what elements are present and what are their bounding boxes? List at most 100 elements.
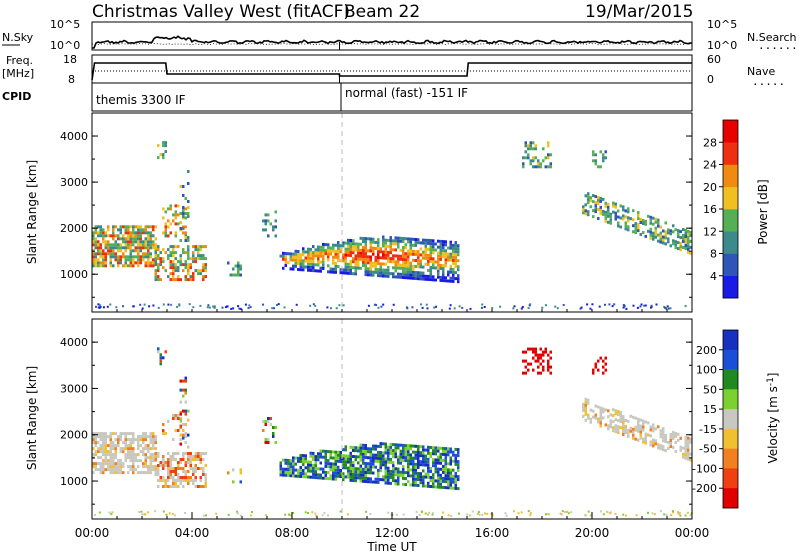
scatter-cell bbox=[437, 446, 440, 450]
scatter-cell bbox=[184, 464, 187, 467]
scatter-cell bbox=[674, 243, 677, 247]
scatter-cell bbox=[352, 470, 355, 473]
scatter-cell bbox=[99, 225, 102, 229]
scatter-cell bbox=[364, 237, 367, 241]
scatter-cell bbox=[172, 213, 175, 217]
scatter-cell bbox=[179, 458, 182, 461]
scatter-cell bbox=[419, 253, 422, 257]
scatter-cell bbox=[542, 365, 545, 369]
scatter-cell bbox=[182, 227, 185, 230]
scatter-cell bbox=[422, 274, 425, 278]
scatter-cell bbox=[147, 255, 150, 259]
scatter-cell bbox=[689, 458, 692, 462]
scatter-cell bbox=[547, 513, 550, 516]
scatter-cell bbox=[169, 251, 172, 255]
scatter-cell bbox=[452, 474, 455, 478]
scatter-cell bbox=[513, 305, 516, 308]
scatter-cell bbox=[187, 455, 190, 458]
scatter-cell bbox=[389, 451, 392, 455]
colorbar-segment bbox=[723, 330, 738, 351]
scatter-cell bbox=[272, 225, 275, 229]
scatter-cell bbox=[274, 441, 277, 444]
scatter-cell bbox=[632, 436, 635, 440]
scatter-cell bbox=[132, 264, 135, 268]
scatter-cell bbox=[407, 480, 410, 484]
scatter-cell bbox=[549, 350, 552, 354]
scatter-cell bbox=[524, 365, 527, 369]
scatter-cell bbox=[202, 278, 205, 282]
scatter-cell bbox=[184, 260, 187, 264]
scatter-cell bbox=[264, 222, 267, 226]
scatter-cell bbox=[387, 238, 390, 242]
scatter-cell bbox=[182, 429, 185, 432]
scatter-cell bbox=[539, 162, 542, 166]
scatter-cell bbox=[357, 257, 360, 261]
scatter-cell bbox=[379, 256, 382, 260]
scatter-cell bbox=[119, 228, 122, 232]
scatter-cell bbox=[429, 275, 432, 279]
scatter-cell bbox=[169, 278, 172, 282]
scatter-cell bbox=[399, 266, 402, 270]
colorbar-tick-label: -50 bbox=[699, 443, 717, 456]
scatter-cell bbox=[359, 452, 362, 456]
scatter-cell bbox=[347, 472, 350, 476]
scatter-cell bbox=[157, 254, 160, 258]
scatter-cell bbox=[332, 456, 335, 460]
scatter-cell bbox=[342, 271, 345, 275]
colorbar-tick-label: 28 bbox=[703, 136, 717, 149]
scatter-cell bbox=[387, 259, 390, 263]
scatter-cell bbox=[367, 477, 370, 481]
scatter-cell bbox=[174, 251, 177, 255]
scatter-cell bbox=[549, 356, 552, 360]
scatter-cell bbox=[262, 219, 265, 223]
scatter-cell bbox=[97, 243, 100, 247]
scatter-cell bbox=[627, 434, 630, 438]
scatter-cell bbox=[402, 482, 405, 486]
scatter-cell bbox=[172, 458, 175, 461]
scatter-cell bbox=[239, 471, 242, 475]
scatter-cell bbox=[457, 265, 460, 269]
scatter-cell bbox=[547, 365, 550, 369]
scatter-cell bbox=[127, 432, 130, 436]
scatter-cell bbox=[169, 272, 172, 276]
scatter-cell bbox=[112, 447, 115, 451]
scatter-cell bbox=[194, 467, 197, 470]
scatter-cell bbox=[377, 471, 380, 475]
scatter-cell bbox=[127, 471, 130, 475]
scatter-cell bbox=[379, 442, 382, 446]
scatter-cell bbox=[627, 428, 630, 432]
freq-panel: Freq. [MHz] 18 8 60 0 Nave ..... bbox=[2, 53, 785, 88]
scatter-cell bbox=[119, 471, 122, 475]
scatter-cell bbox=[107, 465, 110, 469]
scatter-cell bbox=[94, 261, 97, 265]
scatter-cell bbox=[292, 471, 295, 475]
scatter-cell bbox=[176, 305, 179, 308]
scatter-cell bbox=[124, 438, 127, 442]
scatter-cell bbox=[651, 512, 654, 515]
scatter-cell bbox=[327, 249, 330, 253]
scatter-cell bbox=[184, 473, 187, 476]
scatter-cell bbox=[189, 263, 192, 267]
scatter-cell bbox=[97, 450, 100, 454]
scatter-cell bbox=[192, 482, 195, 485]
scatter-cell bbox=[267, 417, 270, 420]
scatter-cell bbox=[425, 303, 428, 306]
scatter-cell bbox=[102, 450, 105, 454]
scatter-cell bbox=[292, 474, 295, 478]
scatter-cell bbox=[397, 479, 400, 483]
scatter-cell bbox=[412, 258, 415, 262]
scatter-cell bbox=[152, 468, 155, 472]
scatter-cell bbox=[142, 453, 145, 457]
scatter-cell bbox=[437, 245, 440, 249]
scatter-cell bbox=[632, 209, 635, 213]
scatter-cell bbox=[439, 257, 442, 261]
scatter-cell bbox=[654, 229, 657, 233]
scatter-cell bbox=[162, 156, 165, 160]
scatter-cell bbox=[99, 249, 102, 253]
scatter-cell bbox=[452, 249, 455, 253]
scatter-cell bbox=[154, 458, 157, 461]
scatter-cell bbox=[394, 473, 397, 477]
scatter-cell bbox=[199, 476, 202, 479]
scatter-cell bbox=[124, 258, 127, 262]
scatter-cell bbox=[307, 259, 310, 263]
